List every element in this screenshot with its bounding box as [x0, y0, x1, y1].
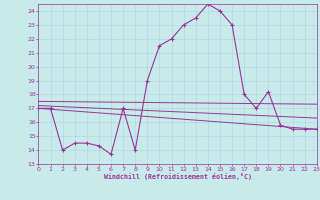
X-axis label: Windchill (Refroidissement éolien,°C): Windchill (Refroidissement éolien,°C) — [104, 173, 252, 180]
